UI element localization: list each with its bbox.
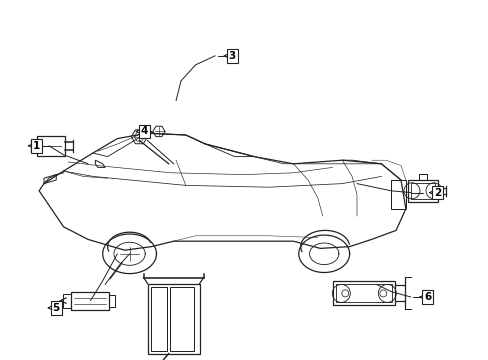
Text: 2: 2 [433, 188, 440, 198]
Bar [63, 294, 71, 307]
Bar [410, 183, 434, 199]
Bar [71, 292, 109, 310]
Text: 1: 1 [33, 141, 40, 151]
Text: 4: 4 [140, 126, 148, 136]
Text: 3: 3 [228, 51, 235, 61]
Bar [407, 180, 437, 202]
Bar [150, 287, 167, 351]
Bar [333, 282, 394, 305]
Bar [37, 136, 65, 156]
Bar [147, 284, 199, 354]
Bar [109, 294, 115, 307]
Text: 5: 5 [53, 303, 60, 313]
Text: 6: 6 [424, 292, 430, 302]
Bar [170, 287, 193, 351]
Bar [336, 284, 391, 302]
